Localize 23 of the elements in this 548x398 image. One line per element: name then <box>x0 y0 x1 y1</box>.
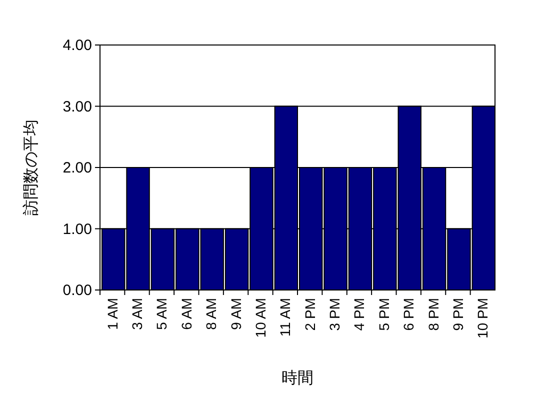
x-tick-label: 10 PM <box>474 298 491 338</box>
y-axis-title: 訪問数の平均 <box>22 120 40 216</box>
y-tick-label: 1.00 <box>62 220 92 238</box>
x-tick-label: 6 AM <box>178 298 194 330</box>
y-tick-label: 4.00 <box>62 37 92 54</box>
x-tick-label: 3 PM <box>326 298 343 331</box>
x-tick-label: 8 PM <box>425 298 442 331</box>
x-tick-label: 10 AM <box>252 298 268 338</box>
x-tick-label: 2 PM <box>302 298 318 331</box>
x-tick-label: 4 PM <box>351 298 368 331</box>
y-tick-label: 0.00 <box>62 282 92 299</box>
y-tick-label: 2.00 <box>62 160 92 176</box>
x-tick-label: 11 AM <box>277 298 294 337</box>
x-tick-label: 3 AM <box>129 298 146 330</box>
x-tick-label: 5 AM <box>154 298 170 330</box>
y-tick-label: 3.00 <box>62 98 92 116</box>
x-tick-label: 6 PM <box>400 298 417 331</box>
x-axis-title: 時間 <box>282 369 314 387</box>
x-tick-label: 1 AM <box>104 298 120 330</box>
x-tick-label: 9 PM <box>450 298 466 331</box>
x-tick-label: 5 PM <box>376 298 392 331</box>
x-tick-label: 8 AM <box>203 298 220 330</box>
x-tick-label: 9 AM <box>228 298 244 330</box>
